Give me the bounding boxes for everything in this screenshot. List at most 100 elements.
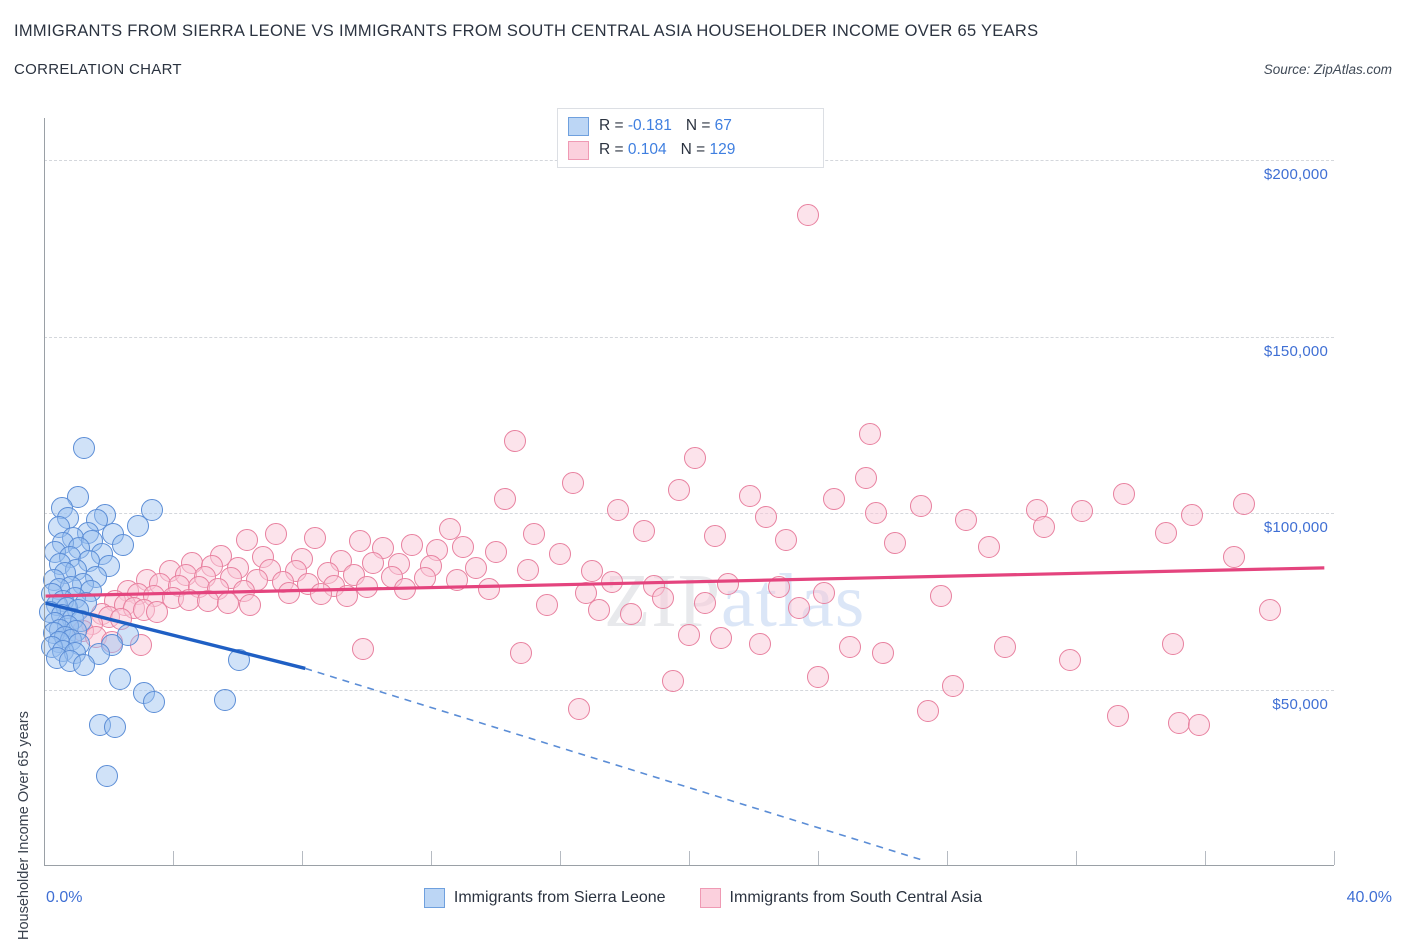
data-point — [413, 567, 436, 590]
data-point — [619, 602, 642, 625]
data-point — [823, 488, 846, 511]
stat-swatch-blue — [568, 116, 589, 136]
data-point — [865, 502, 888, 525]
data-point — [523, 523, 546, 546]
n-label-pink: N = — [680, 141, 710, 158]
legend-swatch-pink — [699, 888, 721, 908]
data-point — [755, 505, 778, 528]
data-point — [994, 636, 1017, 659]
data-point — [1258, 599, 1281, 622]
data-point — [710, 627, 733, 650]
data-point — [684, 447, 707, 470]
data-point — [145, 600, 168, 623]
data-point — [452, 535, 475, 558]
legend-swatch-blue — [423, 888, 445, 908]
x-axis-min-label: 0.0% — [46, 889, 83, 906]
r-value-blue: -0.181 — [627, 117, 672, 134]
data-point — [95, 765, 118, 788]
data-point — [910, 495, 933, 518]
gridline — [44, 336, 1334, 338]
stat-row-sierra-leone: R = -0.181 N = 67 — [568, 115, 732, 137]
page-title: IMMIGRANTS FROM SIERRA LEONE VS IMMIGRAN… — [14, 22, 1039, 40]
correlation-stats-legend: R = -0.181 N = 67 R = 0.104 N = 129 — [557, 108, 824, 168]
legend-item-sierra-leone[interactable]: Immigrants from Sierra Leone — [423, 888, 666, 908]
data-point — [703, 525, 726, 548]
data-point — [141, 498, 164, 521]
data-point — [400, 533, 423, 556]
n-value-pink: 129 — [709, 141, 736, 158]
data-point — [916, 699, 939, 722]
source-label: Source: ZipAtlas.com — [1263, 62, 1392, 77]
x-axis-tick — [431, 851, 432, 865]
data-point — [108, 668, 131, 690]
data-point — [503, 429, 526, 452]
n-value-blue: 67 — [714, 117, 732, 134]
legend-label-pink: Immigrants from South Central Asia — [729, 889, 983, 906]
data-point — [942, 675, 965, 698]
data-point — [813, 581, 836, 604]
data-point — [774, 528, 797, 551]
data-point — [216, 592, 239, 615]
data-point — [516, 558, 539, 581]
data-point — [465, 556, 488, 579]
data-point — [66, 486, 89, 509]
data-point — [213, 689, 236, 712]
r-label-blue: R = — [599, 117, 628, 134]
data-point — [1187, 713, 1210, 736]
data-point — [1106, 705, 1129, 728]
data-point — [1058, 648, 1081, 671]
y-axis-line — [44, 118, 45, 866]
x-axis-tick — [1205, 851, 1206, 865]
gridline — [44, 513, 1334, 515]
data-point — [439, 518, 462, 541]
data-point — [303, 526, 326, 549]
stat-swatch-pink — [568, 140, 589, 160]
x-axis-line — [44, 865, 1334, 866]
data-point — [607, 498, 630, 521]
data-point — [355, 576, 378, 599]
data-point — [142, 690, 165, 713]
data-point — [739, 484, 762, 507]
data-point — [661, 669, 684, 692]
data-point — [787, 597, 810, 620]
data-point — [1181, 503, 1204, 526]
data-point — [977, 535, 1000, 558]
y-axis-tick-label: $50,000 — [1272, 695, 1328, 713]
data-point — [1232, 493, 1255, 516]
legend-item-south-central-asia[interactable]: Immigrants from South Central Asia — [699, 888, 983, 908]
data-point — [1155, 521, 1178, 544]
legend-label-blue: Immigrants from Sierra Leone — [453, 889, 666, 906]
data-point — [632, 519, 655, 542]
chart-header: IMMIGRANTS FROM SIERRA LEONE VS IMMIGRAN… — [0, 0, 1406, 100]
r-value-pink: 0.104 — [627, 141, 667, 158]
data-point — [494, 488, 517, 511]
data-point — [561, 472, 584, 495]
data-point — [858, 422, 881, 445]
stat-text-pink: R = 0.104 N = 129 — [599, 141, 735, 159]
data-point — [855, 466, 878, 489]
data-point — [587, 599, 610, 622]
x-axis-tick — [689, 851, 690, 865]
data-point — [600, 570, 623, 593]
data-point — [1113, 482, 1136, 505]
x-axis-tick — [818, 851, 819, 865]
data-point — [536, 593, 559, 616]
data-point — [549, 542, 571, 565]
data-point — [352, 638, 375, 660]
data-point — [510, 641, 533, 664]
data-point — [955, 509, 978, 532]
data-point — [278, 581, 301, 604]
data-point — [361, 551, 384, 574]
data-point — [1032, 516, 1055, 539]
r-label-pink: R = — [599, 141, 628, 158]
data-point — [478, 578, 501, 601]
x-axis-max-label: 40.0% — [1346, 889, 1392, 906]
data-point — [126, 514, 149, 537]
data-point — [103, 715, 126, 738]
n-label-blue: N = — [685, 117, 715, 134]
x-axis-tick — [947, 851, 948, 865]
stat-text-blue: R = -0.181 N = 67 — [599, 117, 732, 135]
data-point — [445, 569, 468, 592]
x-axis-tick — [1076, 851, 1077, 865]
data-point — [716, 572, 739, 595]
